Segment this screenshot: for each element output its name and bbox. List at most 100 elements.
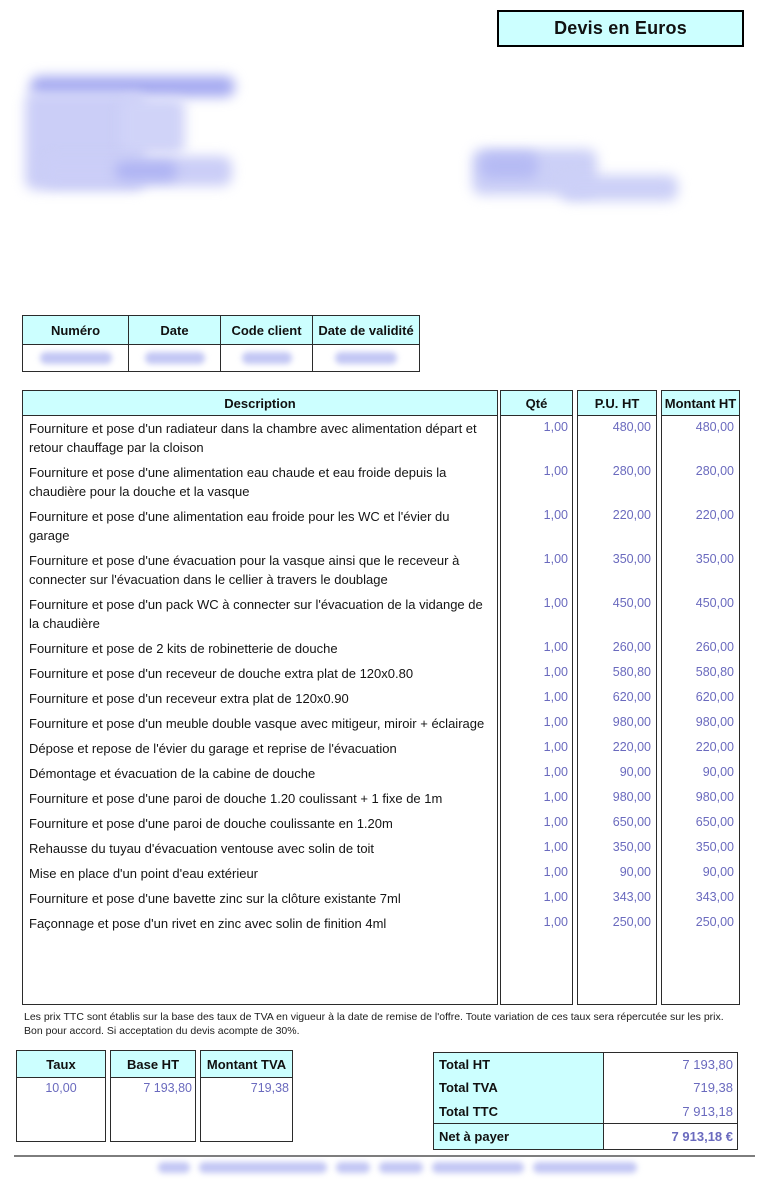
item-amount: 280,00	[695, 464, 734, 478]
item-qty: 1,00	[543, 840, 568, 854]
item-description: Fourniture et pose d'une paroi de douche…	[29, 816, 393, 831]
item-qty: 1,00	[543, 420, 568, 434]
items-table: Description Qté P.U. HT Montant HT Fourn…	[22, 390, 740, 1005]
item-unit-price: 350,00	[612, 552, 651, 566]
info-value-numero-redacted	[22, 344, 129, 372]
info-header-numero: Numéro	[22, 315, 129, 345]
vat-column-montant-tva: Montant TVA 719,38	[200, 1050, 293, 1142]
item-unit-price: 260,00	[612, 640, 651, 654]
item-amount: 350,00	[695, 552, 734, 566]
item-description: Fourniture et pose d'une alimentation ea…	[29, 465, 447, 499]
item-description: Fourniture et pose d'une alimentation ea…	[29, 509, 450, 543]
vat-column-base-ht: Base HT 7 193,80	[110, 1050, 196, 1142]
item-description: Fourniture et pose d'un pack WC à connec…	[29, 597, 483, 631]
item-row: Fourniture et pose d'une bavette zinc su…	[22, 886, 740, 911]
item-qty: 1,00	[543, 790, 568, 804]
item-amount: 260,00	[695, 640, 734, 654]
item-unit-price: 280,00	[612, 464, 651, 478]
item-qty: 1,00	[543, 915, 568, 929]
item-row: Dépose et repose de l'évier du garage et…	[22, 736, 740, 761]
item-amount: 480,00	[695, 420, 734, 434]
items-header-amount: Montant HT	[662, 391, 739, 416]
item-amount: 90,00	[702, 865, 734, 879]
item-amount: 620,00	[695, 690, 734, 704]
item-amount: 220,00	[695, 508, 734, 522]
items-column-description: Description	[22, 390, 498, 1005]
items-header-description: Description	[23, 391, 497, 416]
item-description: Fourniture et pose d'un meuble double va…	[29, 716, 485, 731]
item-description: Fourniture et pose d'une bavette zinc su…	[29, 891, 401, 906]
item-qty: 1,00	[543, 715, 568, 729]
item-qty: 1,00	[543, 552, 568, 566]
totals-table: Total HT 7 193,80 Total TVA 719,38 Total…	[433, 1052, 738, 1124]
info-table-header-row: Numéro Date Code client Date de validité	[22, 315, 420, 345]
item-qty: 1,00	[543, 464, 568, 478]
total-tva-value: 719,38	[693, 1080, 733, 1096]
item-unit-price: 220,00	[612, 740, 651, 754]
item-amount: 580,80	[695, 665, 734, 679]
info-header-code-client: Code client	[220, 315, 313, 345]
item-description: Fourniture et pose d'un receveur extra p…	[29, 691, 349, 706]
info-table: Numéro Date Code client Date de validité	[22, 315, 420, 372]
item-description: Fourniture et pose de 2 kits de robinett…	[29, 641, 338, 656]
item-description: Mise en place d'un point d'eau extérieur	[29, 866, 258, 881]
items-column-unit-price: P.U. HT	[577, 390, 657, 1005]
item-row: Fourniture et pose d'une alimentation ea…	[22, 460, 740, 504]
item-row: Façonnage et pose d'un rivet en zinc ave…	[22, 911, 740, 936]
item-qty: 1,00	[543, 690, 568, 704]
item-row: Rehausse du tuyau d'évacuation ventouse …	[22, 836, 740, 861]
item-qty: 1,00	[543, 596, 568, 610]
item-unit-price: 480,00	[612, 420, 651, 434]
item-unit-price: 90,00	[619, 865, 651, 879]
total-ttc-label: Total TTC	[434, 1099, 604, 1123]
item-row: Fourniture et pose d'une évacuation pour…	[22, 548, 740, 592]
redaction-blob	[480, 153, 538, 179]
total-ttc-value: 7 913,18	[682, 1103, 733, 1119]
redaction-blob	[120, 98, 185, 154]
item-row: Fourniture et pose d'un radiateur dans l…	[22, 416, 740, 460]
item-qty: 1,00	[543, 890, 568, 904]
total-tva-row: Total TVA 719,38	[434, 1076, 737, 1100]
item-unit-price: 250,00	[612, 915, 651, 929]
info-value-validite-redacted	[312, 344, 420, 372]
vat-header-montant-tva: Montant TVA	[201, 1051, 292, 1078]
item-row: Mise en place d'un point d'eau extérieur…	[22, 861, 740, 886]
vat-header-base-ht: Base HT	[111, 1051, 195, 1078]
item-amount: 220,00	[695, 740, 734, 754]
vat-value-taux: 10,00	[45, 1081, 77, 1095]
item-unit-price: 650,00	[612, 815, 651, 829]
item-amount: 980,00	[695, 790, 734, 804]
footer-legal-info-redacted	[158, 1160, 637, 1174]
item-description: Fourniture et pose d'une évacuation pour…	[29, 553, 460, 587]
item-qty: 1,00	[543, 640, 568, 654]
items-column-qty: Qté	[500, 390, 573, 1005]
item-row: Fourniture et pose d'un receveur de douc…	[22, 661, 740, 686]
item-amount: 450,00	[695, 596, 734, 610]
document-title-box: Devis en Euros	[497, 10, 744, 47]
info-table-value-row	[22, 344, 420, 372]
item-row: Fourniture et pose d'une paroi de douche…	[22, 811, 740, 836]
net-a-payer-value: 7 913,18 €	[671, 1129, 733, 1144]
total-ht-label: Total HT	[434, 1053, 604, 1077]
item-amount: 980,00	[695, 715, 734, 729]
total-ttc-row: Total TTC 7 913,18	[434, 1099, 737, 1123]
total-tva-label: Total TVA	[434, 1076, 604, 1100]
item-qty: 1,00	[543, 865, 568, 879]
item-unit-price: 90,00	[619, 765, 651, 779]
item-qty: 1,00	[543, 740, 568, 754]
item-amount: 343,00	[695, 890, 734, 904]
item-amount: 250,00	[695, 915, 734, 929]
item-description: Fourniture et pose d'un receveur de douc…	[29, 666, 414, 681]
vat-value-base-ht: 7 193,80	[143, 1081, 192, 1095]
info-header-date: Date	[128, 315, 221, 345]
info-value-code-client-redacted	[220, 344, 313, 372]
item-row: Démontage et évacuation de la cabine de …	[22, 761, 740, 786]
item-row: Fourniture et pose d'une paroi de douche…	[22, 786, 740, 811]
item-unit-price: 343,00	[612, 890, 651, 904]
footer-divider	[14, 1155, 755, 1157]
client-info-redacted	[468, 145, 688, 211]
item-row: Fourniture et pose de 2 kits de robinett…	[22, 636, 740, 661]
item-amount: 90,00	[702, 765, 734, 779]
item-qty: 1,00	[543, 665, 568, 679]
item-row: Fourniture et pose d'un meuble double va…	[22, 711, 740, 736]
